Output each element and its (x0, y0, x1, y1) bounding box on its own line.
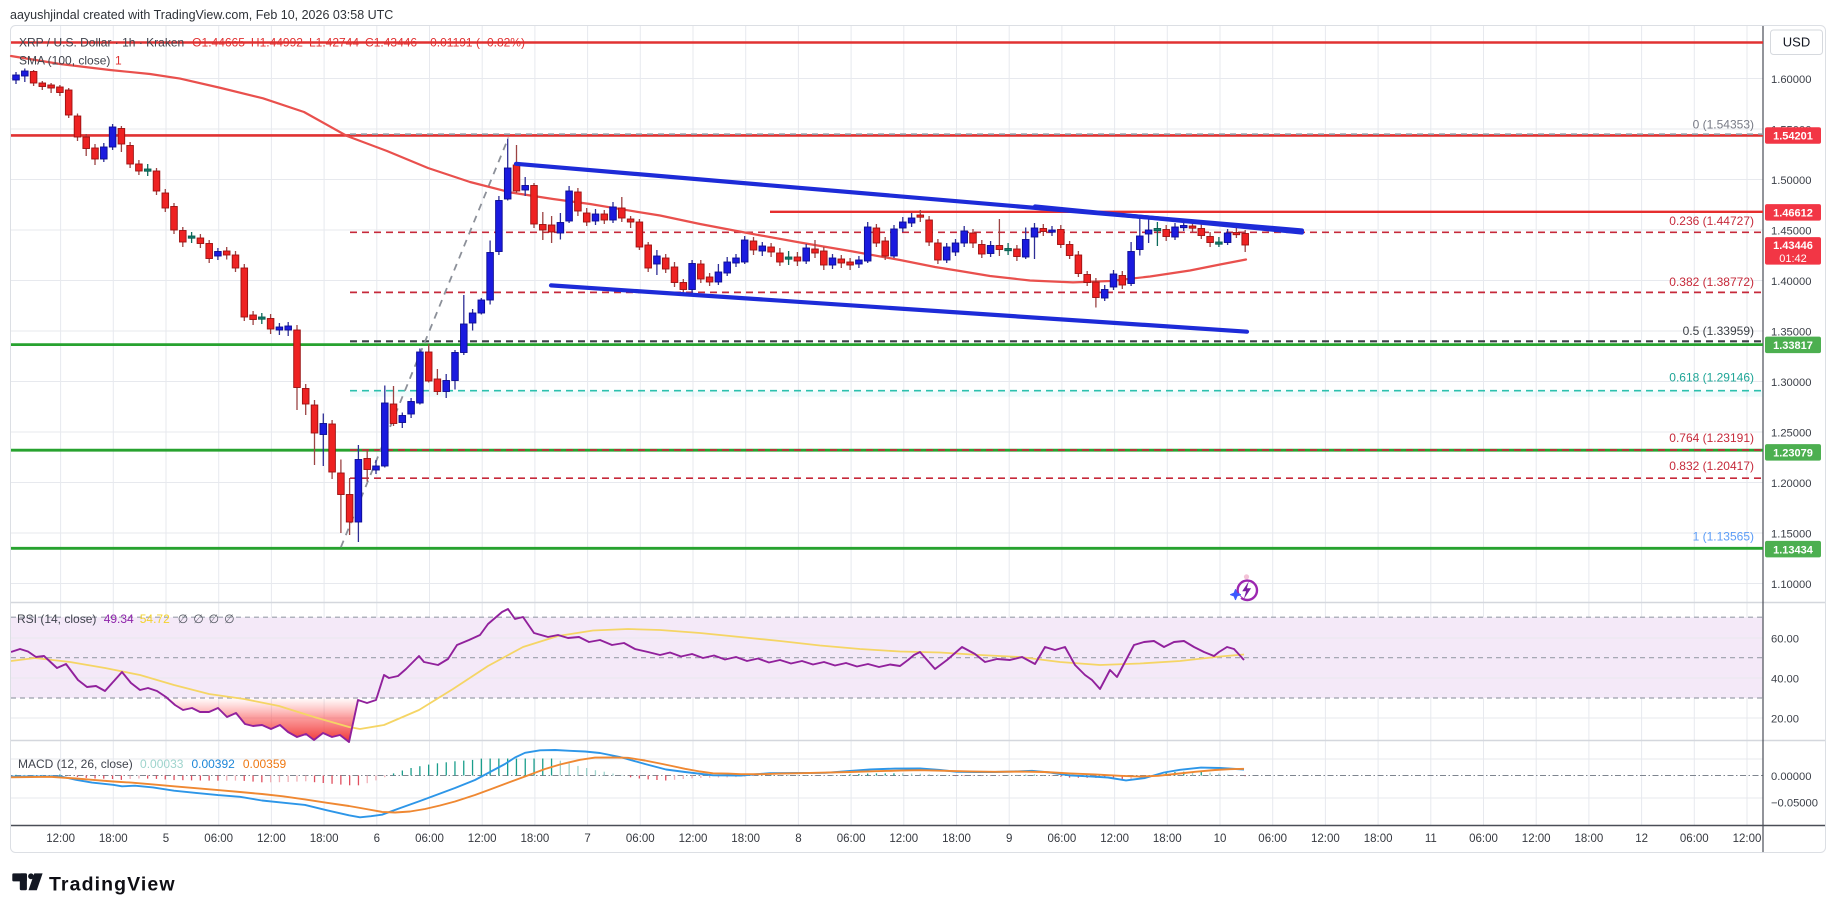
svg-text:0.382 (1.38772): 0.382 (1.38772) (1669, 275, 1754, 289)
svg-text:60.00: 60.00 (1771, 633, 1799, 645)
svg-text:0.764 (1.23191): 0.764 (1.23191) (1669, 431, 1754, 445)
svg-text:0.00000: 0.00000 (1771, 771, 1811, 783)
svg-text:12:00: 12:00 (1733, 833, 1762, 845)
svg-text:1.33817: 1.33817 (1773, 340, 1813, 352)
svg-text:−0.05000: −0.05000 (1771, 798, 1818, 810)
svg-text:0 (1.54353): 0 (1.54353) (1693, 117, 1754, 131)
svg-text:1.54201: 1.54201 (1773, 131, 1813, 143)
svg-text:18:00: 18:00 (310, 833, 339, 845)
svg-text:6: 6 (374, 833, 380, 845)
svg-text:1.10000: 1.10000 (1771, 579, 1811, 591)
svg-text:18:00: 18:00 (1364, 833, 1393, 845)
svg-text:1.40000: 1.40000 (1771, 276, 1811, 288)
svg-text:5: 5 (163, 833, 169, 845)
svg-text:12:00: 12:00 (1100, 833, 1129, 845)
svg-text:12:00: 12:00 (257, 833, 286, 845)
svg-text:7: 7 (584, 833, 590, 845)
svg-text:1.25000: 1.25000 (1771, 427, 1811, 439)
svg-text:20.00: 20.00 (1771, 713, 1799, 725)
svg-text:1 (1.13565): 1 (1.13565) (1693, 529, 1754, 543)
svg-text:0.236 (1.44727): 0.236 (1.44727) (1669, 214, 1754, 228)
svg-text:1.50000: 1.50000 (1771, 175, 1811, 187)
svg-text:9: 9 (1006, 833, 1012, 845)
svg-text:1.15000: 1.15000 (1771, 528, 1811, 540)
svg-text:0.618 (1.29146): 0.618 (1.29146) (1669, 370, 1754, 384)
svg-text:1.46612: 1.46612 (1773, 208, 1813, 220)
svg-text:06:00: 06:00 (1680, 833, 1709, 845)
svg-text:06:00: 06:00 (1469, 833, 1498, 845)
svg-text:SMA (100, close): SMA (100, close) (19, 54, 110, 68)
svg-text:1.23079: 1.23079 (1773, 448, 1813, 460)
svg-text:06:00: 06:00 (626, 833, 655, 845)
svg-text:06:00: 06:00 (1048, 833, 1077, 845)
svg-text:0.832 (1.20417): 0.832 (1.20417) (1669, 459, 1754, 473)
svg-text:18:00: 18:00 (99, 833, 128, 845)
svg-text:18:00: 18:00 (1575, 833, 1604, 845)
svg-text:18:00: 18:00 (521, 833, 550, 845)
svg-text:1.35000: 1.35000 (1771, 326, 1811, 338)
svg-text:1.30000: 1.30000 (1771, 377, 1811, 389)
svg-text:1: 1 (115, 54, 122, 68)
svg-text:TradingView: TradingView (49, 874, 176, 896)
svg-text:aayushjindal created with Trad: aayushjindal created with TradingView.co… (10, 8, 393, 22)
svg-text:12:00: 12:00 (468, 833, 497, 845)
svg-text:1.43446: 1.43446 (1773, 240, 1813, 252)
svg-text:XRP / U.S. Dollar · 1h · Krake: XRP / U.S. Dollar · 1h · Kraken O1.44665 H… (19, 36, 525, 50)
svg-text:06:00: 06:00 (415, 833, 444, 845)
svg-text:18:00: 18:00 (942, 833, 971, 845)
svg-text:12:00: 12:00 (46, 833, 75, 845)
svg-text:12:00: 12:00 (679, 833, 708, 845)
svg-text:1.45000: 1.45000 (1771, 225, 1811, 237)
svg-text:06:00: 06:00 (1258, 833, 1287, 845)
svg-text:12: 12 (1635, 833, 1648, 845)
svg-text:18:00: 18:00 (731, 833, 760, 845)
svg-text:18:00: 18:00 (1153, 833, 1182, 845)
svg-text:8: 8 (795, 833, 801, 845)
svg-text:12:00: 12:00 (1522, 833, 1551, 845)
svg-text:12:00: 12:00 (889, 833, 918, 845)
svg-text:0.5 (1.33959): 0.5 (1.33959) (1683, 324, 1754, 338)
svg-text:11: 11 (1425, 833, 1437, 845)
svg-text:1.13434: 1.13434 (1773, 544, 1814, 556)
svg-text:01:42: 01:42 (1779, 253, 1807, 265)
svg-text:06:00: 06:00 (204, 833, 233, 845)
svg-text:1.60000: 1.60000 (1771, 74, 1811, 86)
svg-text:06:00: 06:00 (837, 833, 866, 845)
svg-text:1.20000: 1.20000 (1771, 478, 1811, 490)
svg-text:40.00: 40.00 (1771, 673, 1799, 685)
svg-text:10: 10 (1214, 833, 1227, 845)
svg-text:USD: USD (1783, 35, 1810, 50)
svg-text:12:00: 12:00 (1311, 833, 1340, 845)
